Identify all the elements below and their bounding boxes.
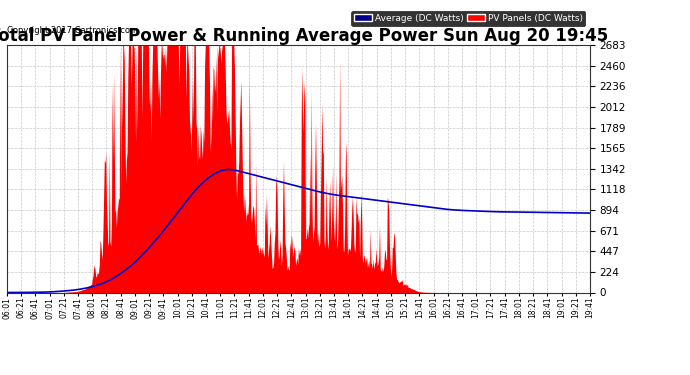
Legend: Average (DC Watts), PV Panels (DC Watts): Average (DC Watts), PV Panels (DC Watts) [351,11,585,26]
Title: Total PV Panel Power & Running Average Power Sun Aug 20 19:45: Total PV Panel Power & Running Average P… [0,27,608,45]
Text: Copyright 2017 Cartronics.com: Copyright 2017 Cartronics.com [7,26,138,35]
